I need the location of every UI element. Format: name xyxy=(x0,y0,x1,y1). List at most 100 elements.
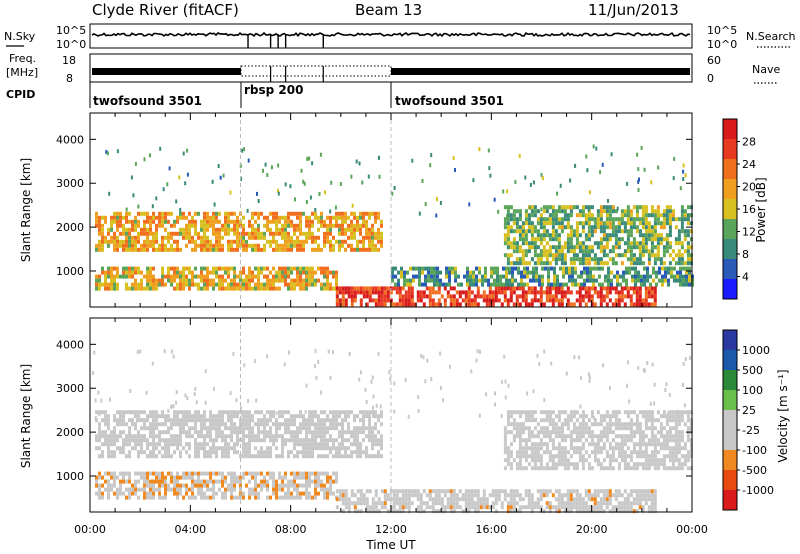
heatmap-cell xyxy=(494,493,498,498)
heatmap-cell xyxy=(617,302,621,307)
heatmap-cell xyxy=(653,462,657,467)
heatmap-cell xyxy=(620,261,624,266)
heatmap-cell xyxy=(584,450,588,455)
heatmap-cell xyxy=(629,261,633,266)
heatmap-cell xyxy=(266,418,269,423)
heatmap-cell xyxy=(446,505,450,510)
heatmap-cell xyxy=(314,278,317,283)
heatmap-cell xyxy=(341,294,345,299)
heatmap-cell xyxy=(521,497,525,502)
heatmap-cell xyxy=(116,215,119,220)
heatmap-cell xyxy=(266,286,269,291)
heatmap-cell xyxy=(680,414,684,419)
heatmap-cell xyxy=(536,466,540,471)
heatmap-cell xyxy=(506,509,510,514)
heatmap-scatter-cell xyxy=(351,203,354,208)
heatmap-cell xyxy=(242,282,245,287)
heatmap-cell xyxy=(218,243,221,248)
heatmap-cell xyxy=(608,205,612,210)
heatmap-scatter-cell xyxy=(277,163,280,168)
heatmap-cell xyxy=(412,278,415,283)
heatmap-cell xyxy=(161,274,164,279)
heatmap-cell xyxy=(107,442,110,447)
heatmap-cell xyxy=(575,450,579,455)
heatmap-cell xyxy=(527,493,531,498)
heatmap-cell xyxy=(287,223,290,228)
heatmap-cell xyxy=(452,298,456,303)
heatmap-cell xyxy=(503,493,507,498)
heatmap-cell xyxy=(658,270,661,275)
y-tick-label: 2000 xyxy=(56,221,84,234)
heatmap-cell xyxy=(443,509,447,514)
heatmap-cell xyxy=(197,434,200,439)
heatmap-cell xyxy=(332,446,335,451)
heatmap-cell xyxy=(332,426,335,431)
heatmap-cell xyxy=(434,501,438,506)
heatmap-cell xyxy=(572,438,576,443)
heatmap-cell xyxy=(236,223,239,228)
heatmap-cell xyxy=(644,454,648,459)
heatmap-cell xyxy=(449,509,453,514)
heatmap-cell xyxy=(374,422,377,427)
heatmap-cell xyxy=(620,446,624,451)
heatmap-scatter-cell xyxy=(489,173,492,178)
heatmap-cell xyxy=(617,253,621,258)
heatmap-scatter-cell xyxy=(361,180,364,185)
heatmap-cell xyxy=(299,414,302,419)
heatmap-cell xyxy=(305,235,308,240)
heatmap-cell xyxy=(665,245,669,250)
heatmap-cell xyxy=(209,426,212,431)
heatmap-cell xyxy=(383,489,387,494)
heatmap-cell xyxy=(536,458,540,463)
heatmap-cell xyxy=(260,211,263,216)
heatmap-cell xyxy=(191,475,194,480)
heatmap-cell xyxy=(512,418,516,423)
heatmap-cell xyxy=(557,418,561,423)
heatmap-cell xyxy=(212,247,215,252)
heatmap-cell xyxy=(632,257,636,262)
heatmap-cell xyxy=(530,290,534,295)
heatmap-cell xyxy=(338,430,341,435)
heatmap-cell xyxy=(623,286,627,291)
heatmap-cell xyxy=(455,505,459,510)
heatmap-cell xyxy=(287,483,290,488)
heatmap-cell xyxy=(263,286,266,291)
heatmap-cell xyxy=(362,294,366,299)
heatmap-cell xyxy=(595,266,598,271)
heatmap-cell xyxy=(200,426,203,431)
heatmap-cell xyxy=(272,410,275,415)
heatmap-cell xyxy=(164,227,167,232)
heatmap-scatter-cell xyxy=(256,191,258,196)
heatmap-cell xyxy=(512,505,516,510)
heatmap-cell xyxy=(377,302,381,307)
heatmap-cell xyxy=(281,410,284,415)
heatmap-cell xyxy=(233,475,236,480)
heatmap-cell xyxy=(446,501,450,506)
heatmap-cell xyxy=(206,426,209,431)
heatmap-cell xyxy=(227,215,230,220)
heatmap-cell xyxy=(101,483,104,488)
heatmap-cell xyxy=(581,253,585,258)
heatmap-cell xyxy=(302,243,305,248)
heatmap-cell xyxy=(128,270,131,275)
heatmap-cell xyxy=(206,434,209,439)
heatmap-cell xyxy=(257,471,260,476)
heatmap-cell xyxy=(626,241,630,246)
heatmap-cell xyxy=(353,509,357,514)
heatmap-cell xyxy=(290,414,293,419)
heatmap-cell xyxy=(505,282,508,287)
heatmap-cell xyxy=(590,466,594,471)
heatmap-cell xyxy=(329,434,332,439)
heatmap-cell xyxy=(548,438,552,443)
heatmap-cell xyxy=(314,491,317,496)
heatmap-cell xyxy=(215,438,218,443)
heatmap-scatter-cell xyxy=(626,181,629,186)
heatmap-cell xyxy=(275,495,278,500)
heatmap-cell xyxy=(221,418,224,423)
heatmap-cell xyxy=(575,505,579,510)
heatmap-cell xyxy=(611,410,615,415)
heatmap-cell xyxy=(242,495,245,500)
heatmap-cell xyxy=(275,219,278,224)
heatmap-cell xyxy=(134,239,137,244)
heatmap-cell xyxy=(638,462,642,467)
